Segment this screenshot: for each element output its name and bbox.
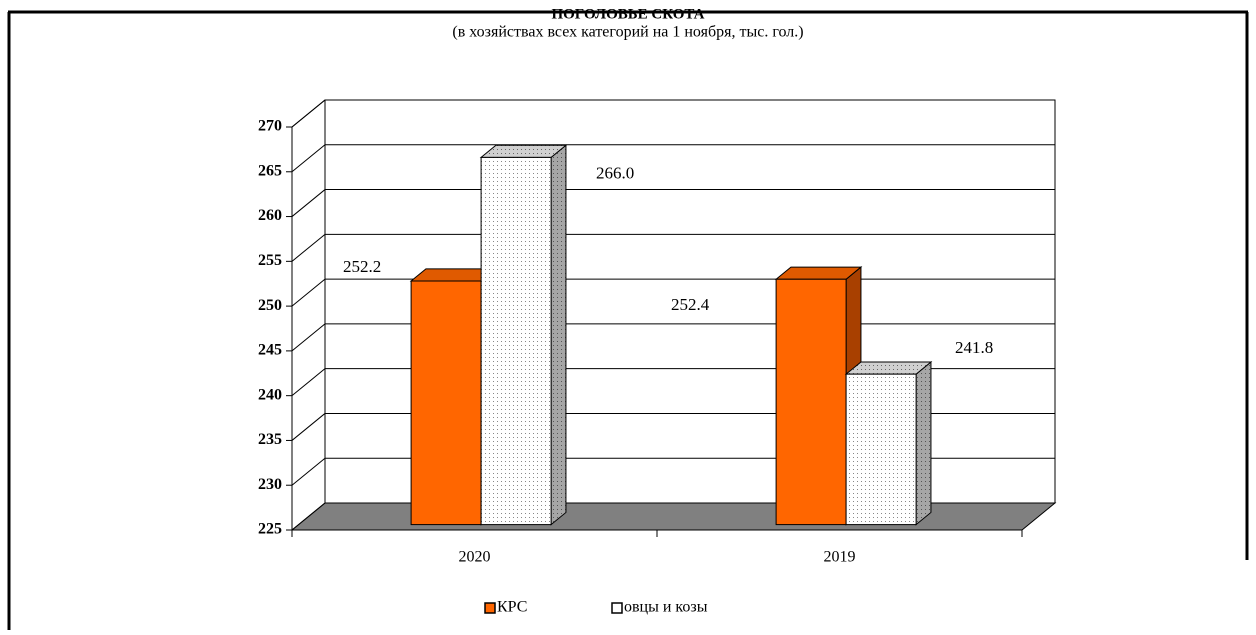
legend-label: овцы и козы	[624, 599, 708, 616]
x-tick-label: 2020	[459, 549, 491, 566]
y-tick-label: 265	[258, 162, 282, 179]
bar	[845, 373, 917, 526]
y-tick-label: 225	[258, 521, 282, 538]
bar-top	[479, 144, 568, 158]
y-tick-label: 245	[258, 342, 282, 359]
grid-line	[291, 323, 326, 352]
grid-line	[291, 99, 326, 128]
y-tick-label: 240	[258, 386, 282, 403]
floor	[290, 502, 1057, 531]
x-tick-label: 2019	[824, 549, 856, 566]
y-tick-label: 235	[258, 431, 282, 448]
grid-line	[291, 502, 326, 531]
chart-subtitle: (в хозяйствах всех категорий на 1 ноября…	[452, 24, 803, 41]
y-tick-label: 230	[258, 476, 282, 493]
grid-line	[291, 413, 326, 441]
bar	[410, 280, 482, 526]
y-tick-label: 250	[258, 297, 282, 314]
y-tick-label: 270	[258, 118, 282, 135]
value-label: 252.4	[671, 295, 710, 314]
value-label: 241.8	[955, 338, 993, 357]
bar	[775, 278, 847, 526]
grid-line	[291, 368, 326, 397]
y-tick-label: 260	[258, 207, 282, 224]
legend-swatch	[484, 602, 496, 614]
grid-line	[291, 233, 326, 262]
bar-side	[550, 144, 567, 526]
bar	[480, 156, 552, 526]
grid-line	[291, 278, 326, 307]
bar-side	[915, 360, 932, 526]
value-label: 252.2	[343, 257, 381, 276]
grid-line	[291, 189, 326, 217]
frame	[7, 10, 1249, 630]
bar-top	[774, 266, 863, 280]
legend-swatch	[611, 602, 623, 614]
chart-title: ПОГОЛОВЬЕ СКОТА	[551, 6, 704, 22]
bar-top	[844, 361, 933, 375]
value-label: 266.0	[596, 163, 634, 182]
y-tick-label: 255	[258, 252, 282, 269]
legend-label: КРС	[497, 599, 527, 616]
grid-line	[291, 457, 326, 486]
grid-line	[291, 144, 326, 173]
